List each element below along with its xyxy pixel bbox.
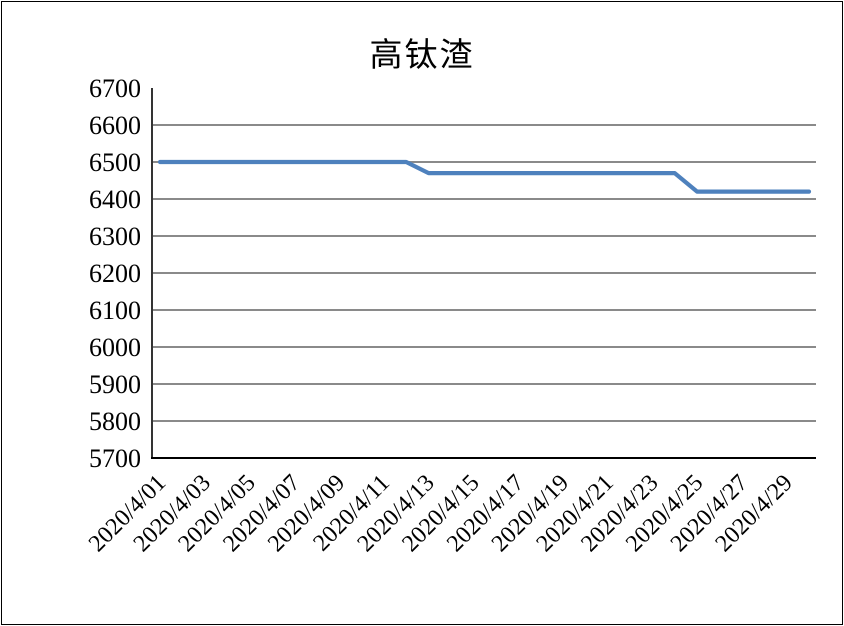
y-axis-tick-label: 6300 <box>89 222 141 251</box>
y-axis-tick-label: 6700 <box>89 74 141 103</box>
y-axis-tick-label: 6000 <box>89 333 141 362</box>
data-series-line <box>157 159 812 194</box>
y-axis-tick-label: 6500 <box>89 148 141 177</box>
y-axis-tick-label: 6600 <box>89 111 141 140</box>
y-axis-tick-label: 6400 <box>89 185 141 214</box>
y-axis-tick-label: 6100 <box>89 296 141 325</box>
y-axis-tick-label: 6200 <box>89 259 141 288</box>
y-axis-tick-label: 5800 <box>89 407 141 436</box>
y-axis-tick-label: 5900 <box>89 370 141 399</box>
y-axis-tick-label: 5700 <box>89 444 141 473</box>
chart-title: 高钛渣 <box>369 38 475 74</box>
